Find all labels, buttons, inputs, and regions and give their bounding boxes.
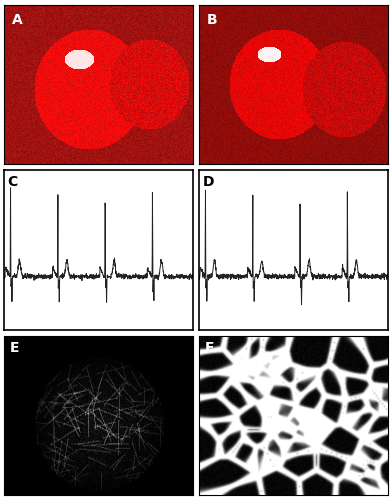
Text: D: D	[203, 175, 214, 189]
Text: A: A	[11, 13, 22, 27]
Text: C: C	[8, 175, 18, 189]
Text: F: F	[205, 340, 214, 354]
Text: E: E	[9, 340, 19, 354]
Text: B: B	[207, 13, 217, 27]
